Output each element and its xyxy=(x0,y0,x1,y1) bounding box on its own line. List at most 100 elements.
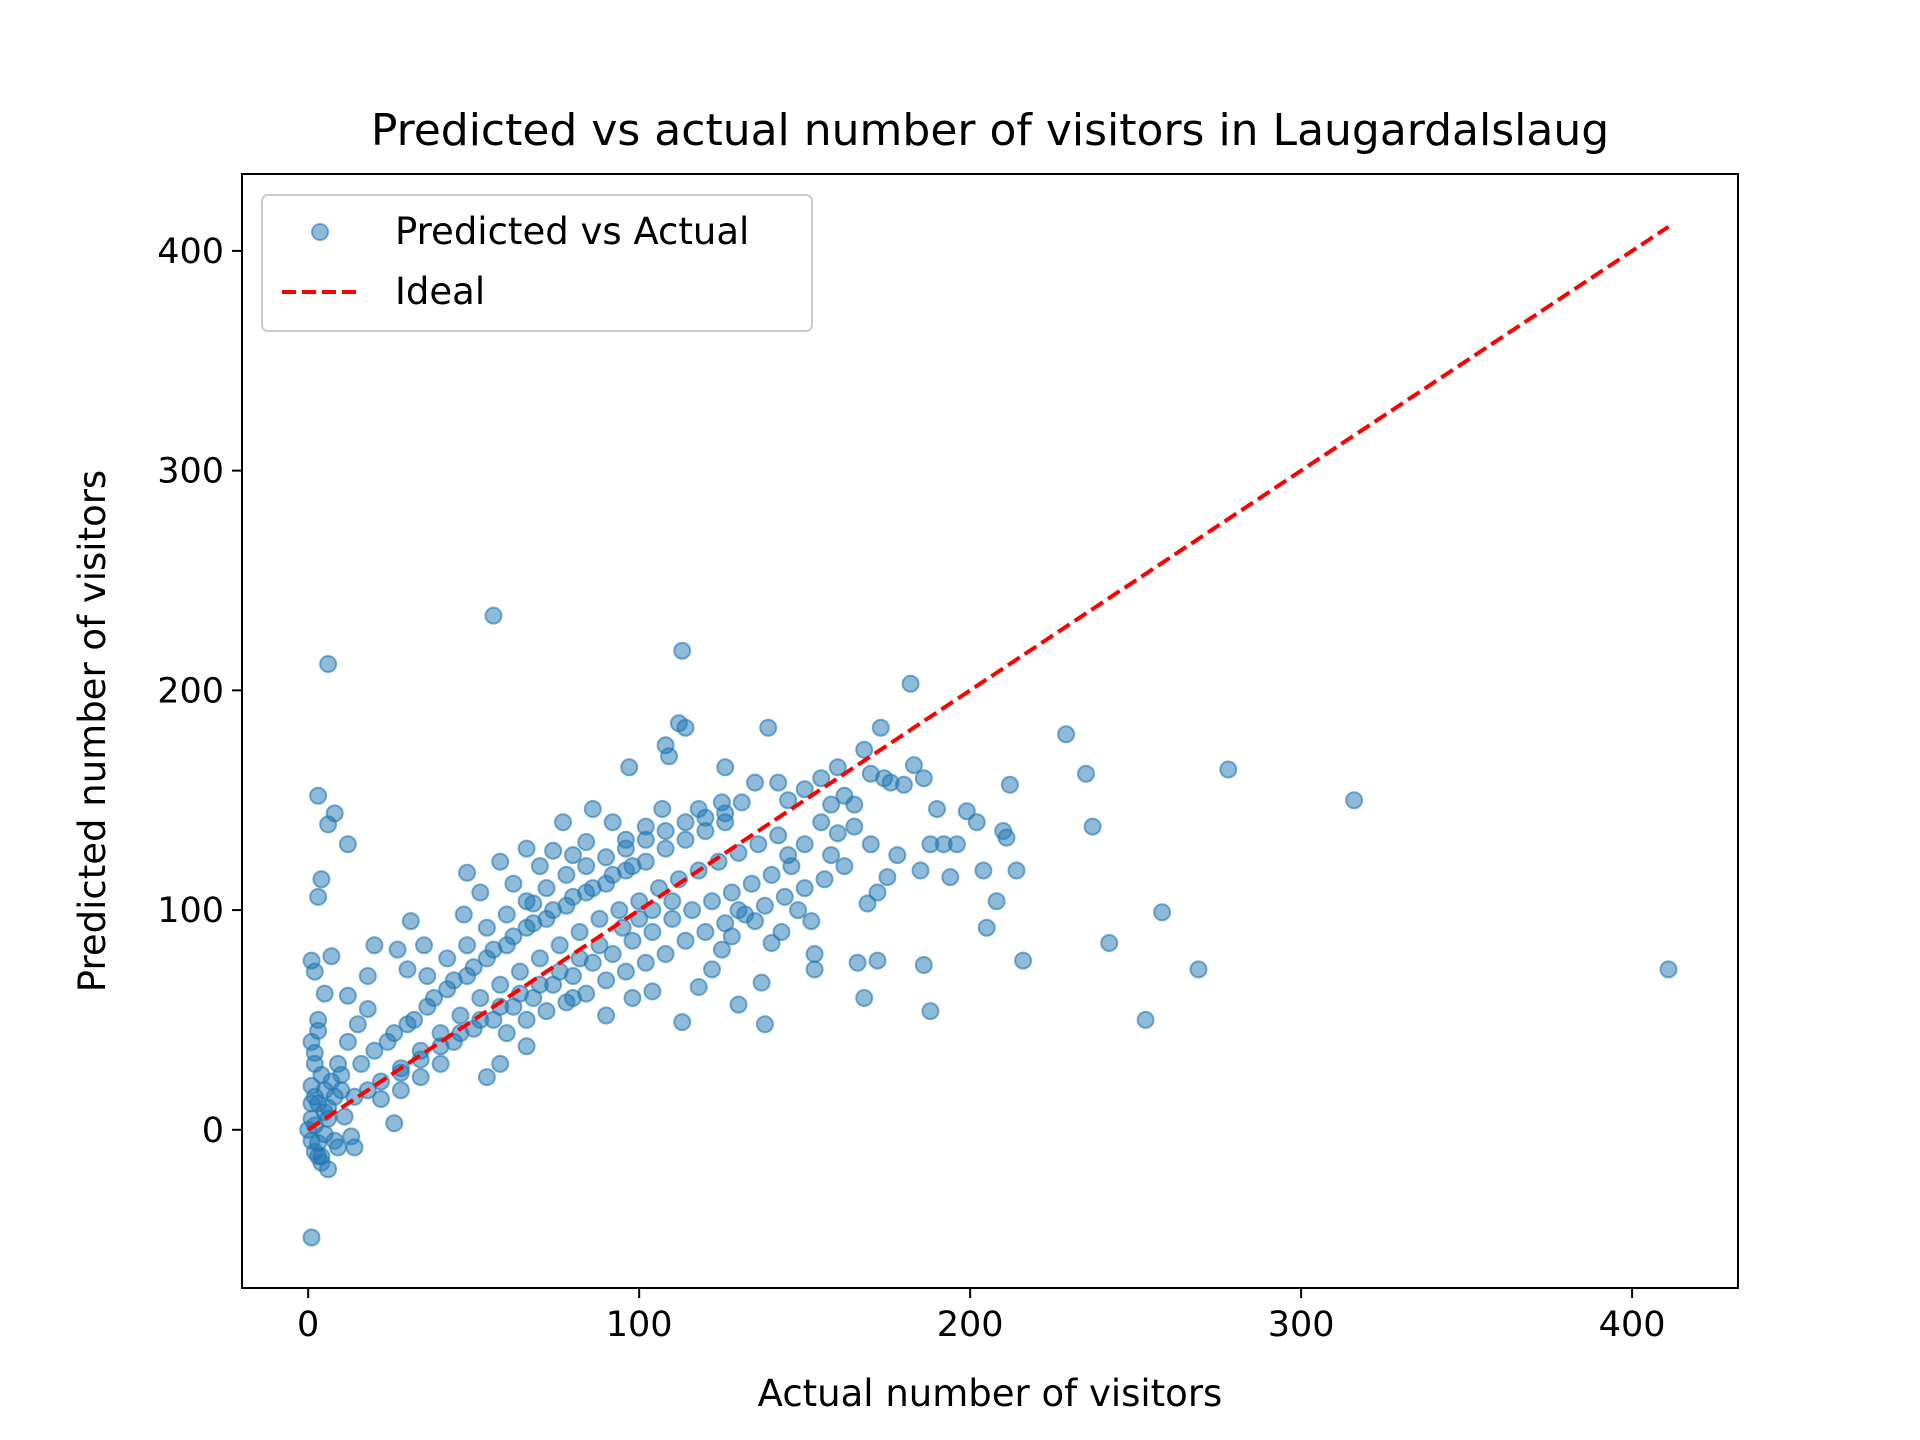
data-point xyxy=(616,839,635,858)
data-point xyxy=(746,912,764,931)
data-point xyxy=(673,641,692,660)
data-point xyxy=(848,953,867,972)
data-point xyxy=(464,958,483,977)
data-point xyxy=(491,852,510,871)
data-point xyxy=(1000,775,1019,794)
data-point xyxy=(921,1002,940,1021)
data-point xyxy=(504,874,523,893)
data-point xyxy=(517,839,536,858)
data-point xyxy=(901,674,920,693)
data-point xyxy=(868,951,887,970)
data-point xyxy=(828,758,847,777)
data-point xyxy=(438,949,457,968)
data-point xyxy=(517,1037,536,1056)
data-point xyxy=(385,1114,404,1133)
data-point xyxy=(335,1107,354,1126)
data-point xyxy=(802,912,821,931)
data-point xyxy=(643,982,662,1001)
data-point xyxy=(722,927,741,946)
data-point xyxy=(997,828,1016,847)
data-point xyxy=(557,993,576,1012)
data-point xyxy=(309,1021,328,1040)
data-point xyxy=(855,989,874,1007)
legend-label-ideal: Ideal xyxy=(395,270,485,313)
data-point xyxy=(755,1015,774,1034)
data-point xyxy=(1007,861,1026,880)
x-tick-label: 300 xyxy=(1268,1305,1335,1345)
data-point xyxy=(613,918,632,937)
data-point xyxy=(352,1054,371,1073)
ideal-line-layer xyxy=(307,225,1670,1132)
data-point xyxy=(623,857,642,876)
data-point xyxy=(673,1013,692,1032)
data-point xyxy=(1057,725,1076,744)
y-tick-label: 100 xyxy=(157,891,224,931)
data-point xyxy=(322,947,341,966)
data-point xyxy=(372,1090,390,1108)
data-point xyxy=(454,905,473,924)
data-point xyxy=(511,962,529,981)
data-point xyxy=(338,1032,357,1051)
data-point xyxy=(795,780,814,799)
data-point xyxy=(928,800,946,818)
y-axis-label: Predicted number of visitors xyxy=(71,470,114,992)
data-point xyxy=(415,936,433,955)
data-point xyxy=(861,835,880,854)
data-point xyxy=(557,865,576,884)
data-point xyxy=(716,804,735,823)
data-point xyxy=(603,945,622,963)
data-point xyxy=(597,1006,616,1025)
data-point xyxy=(636,953,655,972)
data-point xyxy=(795,879,814,898)
data-point xyxy=(623,989,642,1007)
data-point xyxy=(749,835,768,854)
data-point xyxy=(742,874,761,893)
ideal-line xyxy=(307,225,1670,1132)
data-point xyxy=(805,945,824,963)
data-point xyxy=(411,1068,430,1087)
data-point xyxy=(620,758,639,777)
data-point xyxy=(795,835,814,854)
data-point xyxy=(425,989,443,1007)
data-point xyxy=(676,813,695,832)
data-point xyxy=(779,791,798,810)
data-point xyxy=(822,846,841,865)
data-point xyxy=(597,971,616,990)
data-point xyxy=(312,870,331,889)
scatter-points xyxy=(299,606,1678,1247)
data-point xyxy=(703,960,721,979)
data-point xyxy=(358,967,377,985)
data-point xyxy=(517,892,536,911)
data-point xyxy=(921,835,940,854)
data-point xyxy=(458,863,477,882)
data-point xyxy=(762,865,781,884)
chart-title: Predicted vs actual number of visitors i… xyxy=(371,105,1609,156)
data-point xyxy=(530,857,549,876)
data-point xyxy=(729,901,748,920)
data-point xyxy=(977,918,996,937)
data-point xyxy=(544,841,563,860)
data-point xyxy=(878,868,897,887)
data-point xyxy=(656,839,675,858)
data-point xyxy=(497,1024,516,1043)
data-point xyxy=(554,813,572,832)
data-point xyxy=(1077,764,1095,783)
data-point xyxy=(1136,1010,1155,1029)
data-point xyxy=(974,861,993,880)
data-point xyxy=(305,1054,324,1073)
legend-marker-scatter xyxy=(311,223,329,241)
data-point xyxy=(338,835,357,854)
data-point xyxy=(1100,934,1119,952)
data-point xyxy=(855,740,874,759)
data-point xyxy=(302,1131,321,1150)
data-point xyxy=(911,861,930,880)
data-point xyxy=(868,883,887,902)
data-point xyxy=(762,934,781,952)
data-point xyxy=(812,813,831,832)
data-point xyxy=(1345,791,1364,810)
data-point xyxy=(477,918,496,937)
data-point xyxy=(1083,817,1102,836)
data-point xyxy=(385,1024,404,1043)
data-point xyxy=(871,718,890,737)
data-point xyxy=(1659,960,1678,979)
